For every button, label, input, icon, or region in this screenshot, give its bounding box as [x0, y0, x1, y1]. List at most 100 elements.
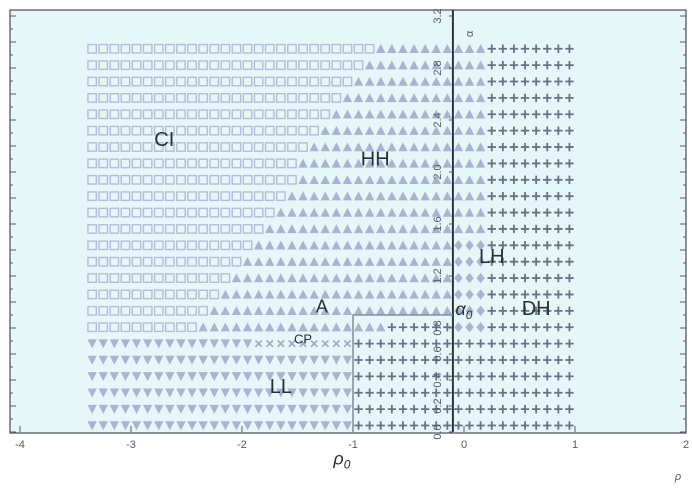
marker-hh-695 [398, 44, 408, 53]
marker-hh-763 [431, 109, 441, 119]
marker-dh-626 [376, 388, 385, 397]
marker-hh-757 [431, 207, 441, 217]
marker-ci-263 [198, 43, 209, 54]
marker-hh-717 [409, 76, 419, 86]
marker-dh-926 [509, 191, 519, 201]
marker-hh-642 [376, 125, 386, 135]
marker-ll-5 [87, 339, 97, 349]
marker-ll-1 [87, 404, 97, 414]
marker-ci-158 [153, 191, 164, 202]
marker-dh-650 [387, 388, 397, 397]
marker-ll-145 [154, 404, 164, 414]
marker-hh-644 [376, 93, 386, 103]
marker-dh-881 [487, 142, 496, 152]
marker-ci-287 [209, 43, 220, 54]
marker-dh-979 [531, 110, 541, 119]
marker-ci-234 [187, 125, 197, 136]
marker-dh-1025 [554, 142, 563, 152]
marker-dh-961 [531, 404, 541, 414]
marker-hh-812 [453, 93, 464, 103]
marker-ci-210 [176, 125, 186, 136]
marker-dh-906 [498, 126, 508, 135]
marker-ci-138 [142, 125, 153, 136]
marker-dh-871 [487, 306, 496, 316]
marker-hh-584 [353, 289, 364, 299]
marker-ci-21 [87, 76, 98, 87]
marker-hh-784 [442, 158, 453, 168]
marker-hh-440 [287, 289, 297, 299]
marker-hh-319 [231, 306, 242, 316]
marker-lh-803 [454, 240, 463, 251]
marker-dh-649 [387, 404, 397, 414]
marker-hh-733 [420, 207, 430, 217]
marker-dh-890 [498, 388, 508, 397]
marker-hh-547 [331, 109, 342, 119]
marker-ll-52 [109, 355, 120, 365]
center-tick-label-1: 0.2 [432, 398, 444, 413]
marker-ci-228 [187, 224, 197, 234]
marker-hh-633 [376, 273, 386, 283]
marker-ci-166 [153, 60, 164, 71]
marker-ci-405 [264, 76, 275, 87]
marker-ci-82 [120, 256, 131, 267]
annotation-8: α0 [456, 299, 473, 322]
marker-hh-420 [276, 224, 286, 234]
marker-hh-462 [298, 322, 308, 332]
marker-hh-572 [342, 93, 353, 103]
marker-hh-811 [453, 109, 464, 119]
marker-dh-795 [454, 372, 463, 381]
marker-hh-780 [442, 224, 453, 234]
marker-ci-278 [209, 191, 220, 202]
marker-hh-393 [265, 273, 275, 283]
marker-hh-808 [453, 158, 464, 168]
marker-dh-1037 [565, 339, 574, 348]
marker-dh-947 [520, 241, 530, 250]
marker-hh-735 [420, 175, 430, 184]
marker-ci-117 [131, 76, 142, 87]
marker-dh-988 [543, 355, 552, 365]
marker-hh-470 [298, 191, 308, 201]
marker-ll-98 [131, 388, 142, 398]
marker-ci-236 [187, 92, 197, 103]
marker-ci-304 [220, 158, 231, 169]
marker-ll-51 [109, 372, 120, 382]
marker-hh-296 [220, 289, 231, 299]
marker-hh-630 [376, 322, 386, 332]
marker-dh-917 [509, 339, 519, 348]
marker-ci-37 [98, 207, 109, 218]
marker-dh-954 [520, 126, 530, 135]
marker-ll-100 [131, 355, 142, 365]
marker-dh-840 [476, 421, 485, 430]
marker-ci-31 [98, 305, 109, 316]
marker-hh-318 [231, 322, 242, 332]
marker-dh-625 [376, 404, 385, 414]
marker-ll-172 [165, 355, 175, 365]
marker-ll-74 [120, 388, 131, 398]
marker-hh-394 [265, 257, 275, 266]
marker-ll-460 [298, 355, 308, 365]
marker-ci-328 [231, 158, 242, 169]
marker-hh-657 [387, 273, 397, 283]
marker-hh-591 [353, 175, 364, 184]
marker-dh-1031 [554, 44, 563, 53]
marker-ll-75 [120, 372, 131, 382]
marker-ll-336 [242, 421, 253, 431]
marker-ll-123 [142, 372, 153, 382]
marker-hh-390 [265, 322, 275, 332]
marker-ci-43 [98, 109, 109, 120]
marker-dh-945 [520, 273, 530, 283]
marker-dh-774 [443, 323, 452, 332]
marker-dh-873 [487, 273, 496, 283]
center-tick-label-0: 0.0 [432, 424, 444, 439]
marker-ci-161 [153, 142, 164, 152]
marker-ll-316 [231, 355, 242, 365]
marker-ci-103 [131, 305, 142, 316]
marker-hh-707 [409, 240, 419, 250]
marker-dh-1003 [543, 110, 552, 119]
line-layer [352, 314, 453, 432]
marker-ci-402 [264, 125, 275, 136]
marker-hh-755 [431, 240, 441, 250]
marker-dh-1039 [565, 306, 574, 316]
marker-hh-837 [464, 76, 475, 86]
marker-ci-449 [287, 142, 297, 152]
